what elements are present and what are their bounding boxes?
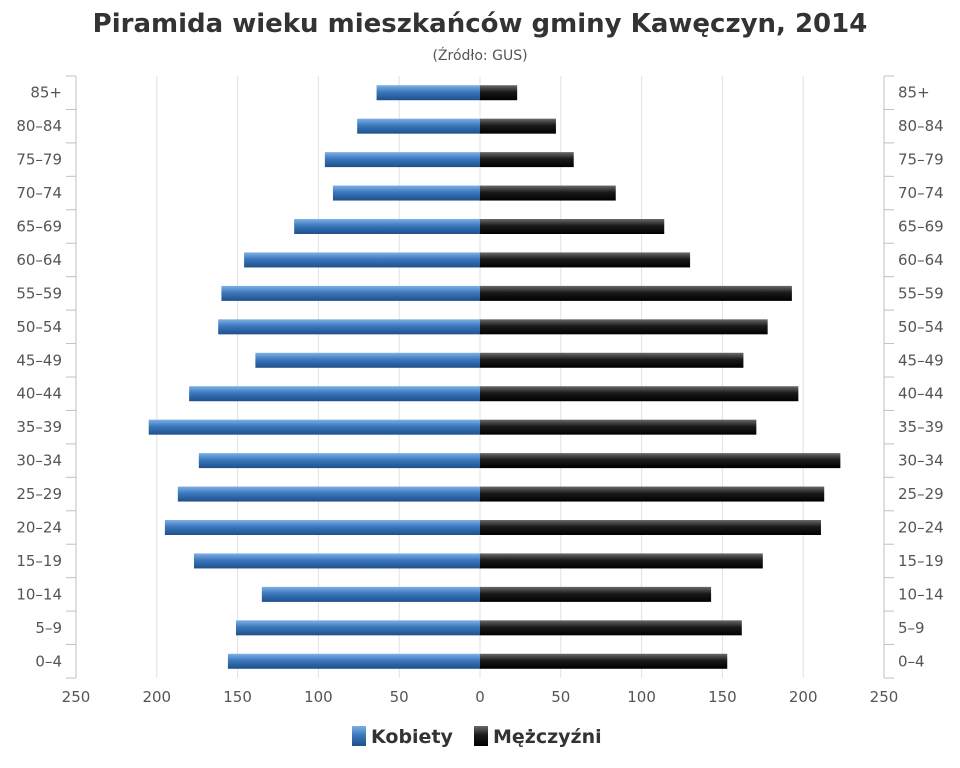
legend-swatch-mezczyzni	[474, 726, 488, 746]
bar-mezczyzni-85+	[480, 85, 518, 101]
bar-kobiety-35–39	[148, 419, 480, 435]
bar-kobiety-50–54	[218, 319, 480, 335]
category-label-left: 65–69	[16, 218, 62, 236]
bar-mezczyzni-5–9	[480, 620, 742, 636]
legend-label-mezczyzni: Mężczyźni	[493, 726, 602, 748]
category-label-left: 45–49	[16, 351, 62, 369]
category-label-left: 5–9	[35, 619, 62, 637]
category-label-right: 55–59	[898, 284, 944, 302]
category-label-right: 5–9	[898, 619, 925, 637]
category-label-right: 30–34	[898, 452, 944, 470]
category-label-right: 15–19	[898, 552, 944, 570]
x-tick-label: 0	[475, 688, 485, 706]
bar-kobiety-70–74	[332, 185, 480, 201]
bar-kobiety-5–9	[235, 620, 480, 636]
x-tick-label: 100	[627, 688, 656, 706]
bar-mezczyzni-60–64	[480, 252, 691, 268]
category-label-left: 0–4	[35, 652, 62, 670]
x-tick-label: 200	[789, 688, 818, 706]
bar-mezczyzni-75–79	[480, 152, 574, 168]
bar-kobiety-20–24	[164, 520, 480, 535]
bar-kobiety-45–49	[255, 352, 480, 368]
category-label-right: 60–64	[898, 251, 944, 269]
category-label-left: 10–14	[16, 585, 62, 603]
bar-mezczyzni-20–24	[480, 520, 821, 535]
bar-mezczyzni-70–74	[480, 185, 616, 201]
category-label-left: 55–59	[16, 284, 62, 302]
legend-item-mezczyzni[interactable]: Mężczyźni	[474, 726, 602, 748]
bar-kobiety-80–84	[357, 118, 480, 134]
category-label-left: 60–64	[16, 251, 62, 269]
bar-mezczyzni-30–34	[480, 453, 841, 469]
bar-mezczyzni-45–49	[480, 352, 744, 368]
bar-mezczyzni-50–54	[480, 319, 768, 335]
legend-label-kobiety: Kobiety	[371, 726, 454, 748]
bar-mezczyzni-55–59	[480, 285, 792, 301]
category-label-right: 50–54	[898, 318, 944, 336]
bar-mezczyzni-35–39	[480, 419, 757, 435]
bar-kobiety-65–69	[294, 219, 480, 234]
category-label-left: 15–19	[16, 552, 62, 570]
bar-mezczyzni-10–14	[480, 586, 712, 602]
category-label-right: 45–49	[898, 351, 944, 369]
category-label-right: 0–4	[898, 652, 925, 670]
category-label-left: 70–74	[16, 184, 62, 202]
bar-kobiety-15–19	[193, 553, 480, 569]
x-tick-label: 200	[142, 688, 171, 706]
bar-kobiety-0–4	[227, 653, 480, 669]
legend-swatch-kobiety	[352, 726, 366, 746]
x-tick-label: 100	[304, 688, 333, 706]
x-tick-label: 250	[870, 688, 899, 706]
category-label-right: 20–24	[898, 519, 944, 537]
category-label-right: 80–84	[898, 117, 944, 135]
legend: Kobiety Mężczyźni	[352, 726, 602, 748]
bar-kobiety-60–64	[244, 252, 480, 268]
category-label-right: 10–14	[898, 585, 944, 603]
category-label-left: 35–39	[16, 418, 62, 436]
bar-kobiety-30–34	[198, 453, 481, 469]
category-label-right: 65–69	[898, 218, 944, 236]
bar-mezczyzni-40–44	[480, 386, 799, 402]
x-tick-label: 150	[223, 688, 252, 706]
x-tick-label: 50	[551, 688, 570, 706]
category-label-left: 80–84	[16, 117, 62, 135]
chart-title: Piramida wieku mieszkańców gminy Kawęczy…	[93, 9, 868, 39]
chart-subtitle: (Źródło: GUS)	[432, 46, 527, 64]
bar-kobiety-25–29	[177, 486, 481, 502]
bar-kobiety-40–44	[189, 386, 480, 402]
category-label-right: 75–79	[898, 151, 944, 169]
x-tick-label: 150	[708, 688, 737, 706]
bar-mezczyzni-65–69	[480, 219, 665, 234]
category-label-left: 40–44	[16, 385, 62, 403]
x-tick-label: 250	[62, 688, 91, 706]
category-label-right: 70–74	[898, 184, 944, 202]
bar-kobiety-10–14	[261, 586, 480, 602]
bar-kobiety-55–59	[221, 285, 480, 301]
category-label-right: 25–29	[898, 485, 944, 503]
legend-item-kobiety[interactable]: Kobiety	[352, 726, 454, 748]
category-label-right: 40–44	[898, 385, 944, 403]
bar-mezczyzni-0–4	[480, 653, 728, 669]
bar-mezczyzni-15–19	[480, 553, 763, 569]
category-label-right: 35–39	[898, 418, 944, 436]
category-label-right: 85+	[898, 84, 930, 102]
plot-area: 0–4 0–4 5–9 5–9 10–14 10–14 15–19 15–19 20–24 20–…	[16, 75, 944, 706]
category-label-left: 25–29	[16, 485, 62, 503]
bar-kobiety-85+	[376, 85, 480, 101]
x-tick-label: 50	[390, 688, 409, 706]
bar-kobiety-75–79	[324, 152, 480, 168]
category-label-left: 50–54	[16, 318, 62, 336]
category-label-left: 30–34	[16, 452, 62, 470]
bar-mezczyzni-25–29	[480, 486, 825, 502]
category-label-left: 20–24	[16, 519, 62, 537]
category-label-left: 85+	[30, 84, 62, 102]
bar-mezczyzni-80–84	[480, 118, 556, 134]
category-label-left: 75–79	[16, 151, 62, 169]
